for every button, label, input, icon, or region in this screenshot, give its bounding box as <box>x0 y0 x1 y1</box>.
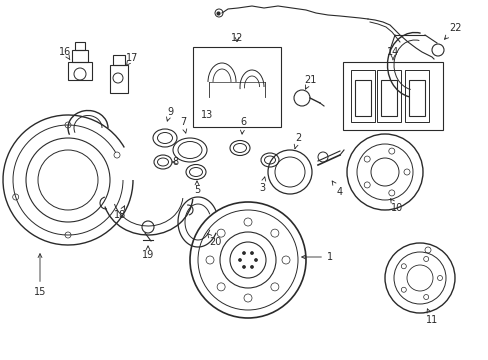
Circle shape <box>250 265 253 269</box>
Text: 20: 20 <box>207 234 221 247</box>
Text: 19: 19 <box>142 246 154 260</box>
Text: 5: 5 <box>193 181 200 195</box>
Text: 12: 12 <box>230 33 243 43</box>
Text: 14: 14 <box>386 47 398 60</box>
Text: 2: 2 <box>294 133 301 149</box>
Bar <box>350 70 374 122</box>
Text: 22: 22 <box>444 23 460 39</box>
Bar <box>72 50 88 62</box>
Bar <box>404 70 428 122</box>
Bar <box>354 80 370 116</box>
Bar <box>380 80 396 116</box>
Bar <box>75 42 85 50</box>
Text: 8: 8 <box>172 157 178 167</box>
Text: 9: 9 <box>166 107 173 121</box>
Circle shape <box>242 252 245 255</box>
Text: 17: 17 <box>125 53 138 66</box>
Text: 6: 6 <box>240 117 245 134</box>
Text: 15: 15 <box>34 254 46 297</box>
Bar <box>408 80 424 116</box>
Text: 11: 11 <box>425 309 437 325</box>
Text: 4: 4 <box>331 181 343 197</box>
Bar <box>68 62 92 80</box>
Bar <box>342 62 442 130</box>
Circle shape <box>238 258 241 261</box>
Circle shape <box>242 265 245 269</box>
Circle shape <box>254 258 257 261</box>
Circle shape <box>250 252 253 255</box>
Text: 18: 18 <box>114 206 126 220</box>
Bar <box>110 65 128 93</box>
Bar <box>193 47 281 127</box>
Bar <box>376 70 400 122</box>
Text: 13: 13 <box>201 110 213 120</box>
Text: 10: 10 <box>390 199 402 213</box>
Text: 3: 3 <box>259 177 265 193</box>
Text: 16: 16 <box>59 47 71 60</box>
Text: 21: 21 <box>303 75 316 89</box>
Bar <box>113 55 125 65</box>
Text: 7: 7 <box>180 117 186 133</box>
Text: 1: 1 <box>301 252 332 262</box>
